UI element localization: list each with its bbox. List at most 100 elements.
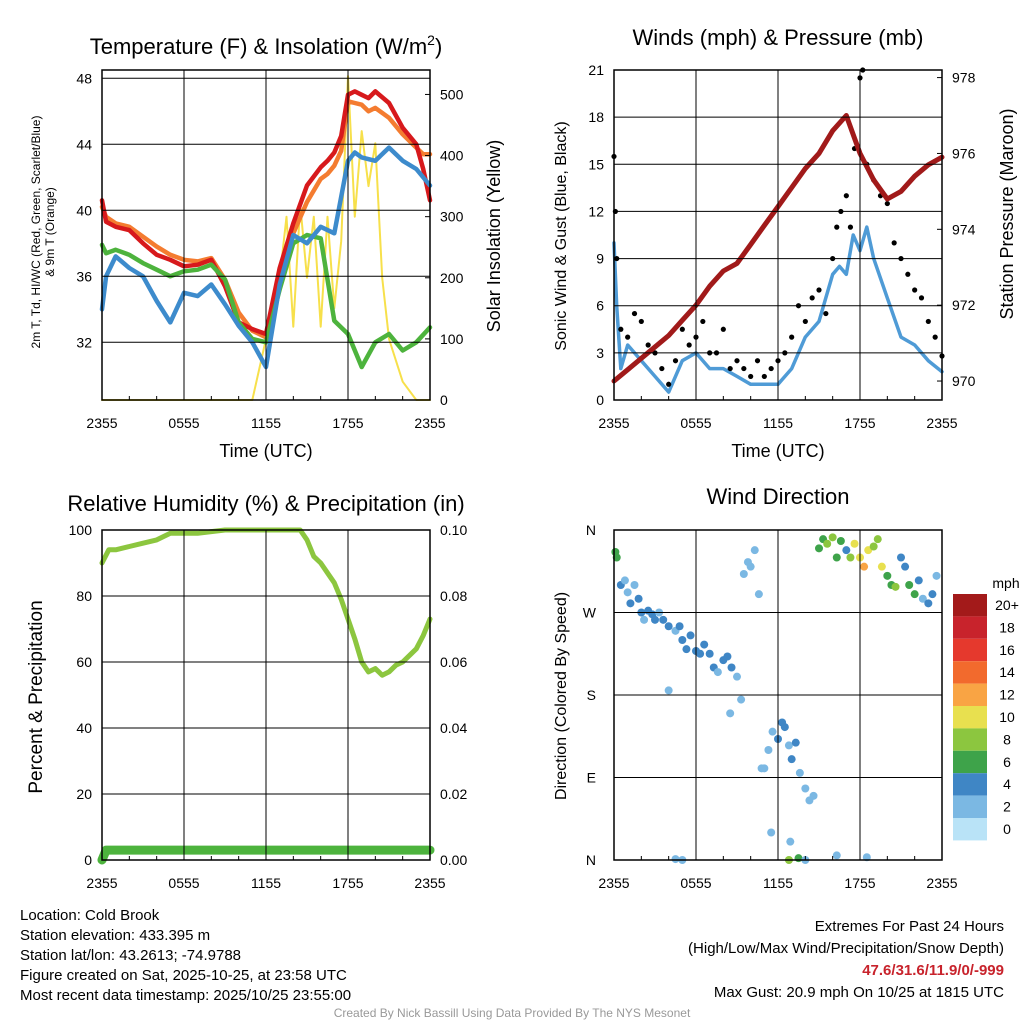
direction-point — [932, 571, 941, 580]
gust-point — [761, 373, 767, 380]
y-tick-label: 48 — [76, 70, 92, 86]
y-tick-label: 36 — [76, 268, 92, 284]
colorbar-label: 14 — [999, 664, 1015, 680]
y-tick-label: 0 — [596, 392, 604, 408]
colorbar-swatch — [953, 795, 987, 818]
insolation-ylabel: Solar Insolation (Yellow) — [484, 140, 504, 332]
colorbar-swatch — [953, 661, 987, 684]
x-tick-label: 1155 — [763, 415, 793, 431]
colorbar-label: 12 — [999, 687, 1015, 703]
y2-tick-label: 0.02 — [440, 786, 467, 802]
y-tick-label: 3 — [596, 345, 604, 361]
temperature-ylabel-line2: & 9m T (Orange) — [43, 187, 57, 277]
direction-point — [795, 768, 804, 777]
colorbar-swatch — [953, 773, 987, 796]
gust-point — [891, 240, 897, 246]
direction-point — [671, 855, 680, 864]
gust-point — [734, 358, 740, 364]
gust-point — [618, 326, 624, 332]
colorbar-swatch — [953, 683, 987, 706]
direction-point — [883, 571, 892, 580]
direction-point — [901, 562, 910, 571]
direction-point — [787, 755, 796, 764]
x-tick-label: 2355 — [598, 875, 629, 891]
gust-point — [659, 365, 665, 372]
y-tick-label: 20 — [76, 786, 92, 802]
y-tick-label: 80 — [76, 588, 92, 604]
humidity-ylabel: Percent & Precipitation — [26, 600, 47, 793]
y2-tick-label: 200 — [440, 270, 464, 286]
y-tick-label: 9 — [596, 251, 604, 267]
direction-point — [780, 723, 789, 732]
x-tick-label: 2355 — [926, 415, 957, 431]
x-tick-label: 0555 — [168, 415, 199, 431]
direction-point — [726, 709, 735, 718]
direction-point — [675, 622, 684, 631]
direction-point — [678, 636, 687, 644]
direction-point — [634, 594, 643, 603]
x-tick-label: 1155 — [763, 875, 793, 891]
y2-tick-label: 972 — [952, 297, 976, 313]
x-tick-label: 2355 — [414, 415, 445, 431]
direction-point — [910, 590, 919, 599]
colorbar-title: mph — [992, 575, 1019, 591]
direction-point — [801, 784, 810, 793]
gust-point — [925, 318, 931, 325]
direction-point — [737, 695, 746, 704]
gust-point — [932, 334, 938, 340]
gust-point — [843, 193, 849, 199]
direction-point — [659, 615, 668, 624]
y-tick-label: 32 — [76, 334, 92, 350]
y-tick-label: 6 — [596, 298, 604, 314]
winds-ylabel: Sonic Wind & Gust (Blue, Black) — [553, 121, 570, 350]
colorbar-swatch — [953, 638, 987, 662]
direction-point — [905, 581, 914, 589]
gust-point — [789, 334, 795, 340]
y-tick-label: N — [586, 522, 596, 538]
y2-tick-label: 100 — [440, 331, 464, 347]
direction-point — [664, 622, 673, 631]
gust-point — [741, 365, 747, 372]
y2-tick-label: 500 — [440, 86, 464, 102]
series-temp-2m — [99, 89, 433, 337]
direction-point — [733, 672, 741, 681]
extremes-title: Extremes For Past 24 Hours — [814, 918, 1004, 935]
winds-title: Winds (mph) & Pressure (mb) — [633, 25, 924, 50]
direction-point — [727, 663, 736, 672]
extremes-subtitle: (High/Low/Max Wind/Precipitation/Snow De… — [688, 940, 1004, 957]
series-relative-humidity — [99, 527, 433, 678]
max-gust: Max Gust: 20.9 mph On 10/25 at 1815 UTC — [713, 984, 1004, 1001]
gust-point — [847, 224, 854, 230]
credit-line: Created By Nick Bassill Using Data Provi… — [333, 1006, 691, 1020]
direction-point — [897, 553, 905, 562]
plot-frame — [101, 69, 431, 401]
gust-point — [823, 310, 829, 317]
direction-point — [754, 590, 763, 599]
direction-point — [768, 727, 777, 736]
y-tick-label: 15 — [588, 156, 604, 172]
gust-point — [834, 224, 840, 230]
y2-tick-label: 978 — [952, 70, 976, 86]
gust-point — [754, 358, 761, 364]
gust-point — [802, 318, 808, 325]
gust-point — [912, 287, 918, 293]
direction-point — [794, 854, 803, 863]
colorbar-label: 2 — [1003, 799, 1011, 815]
y2-tick-label: 0.08 — [440, 588, 467, 604]
gust-point — [884, 200, 890, 207]
direction-point — [823, 539, 832, 548]
colorbar-swatch — [953, 818, 987, 841]
direction-point — [828, 533, 837, 542]
gust-point — [918, 295, 925, 301]
winds-xlabel: Time (UTC) — [731, 441, 824, 461]
extremes-box: Extremes For Past 24 Hours (High/Low/Max… — [688, 916, 1004, 1004]
y2-tick-label: 974 — [952, 221, 976, 237]
direction-point — [786, 837, 795, 846]
x-tick-label: 1755 — [844, 415, 875, 431]
x-tick-label: 2355 — [86, 415, 117, 431]
direction-point — [860, 562, 869, 571]
direction-point — [836, 537, 845, 545]
direction-point — [924, 599, 933, 608]
direction-point — [832, 851, 841, 860]
direction-point — [696, 649, 705, 658]
